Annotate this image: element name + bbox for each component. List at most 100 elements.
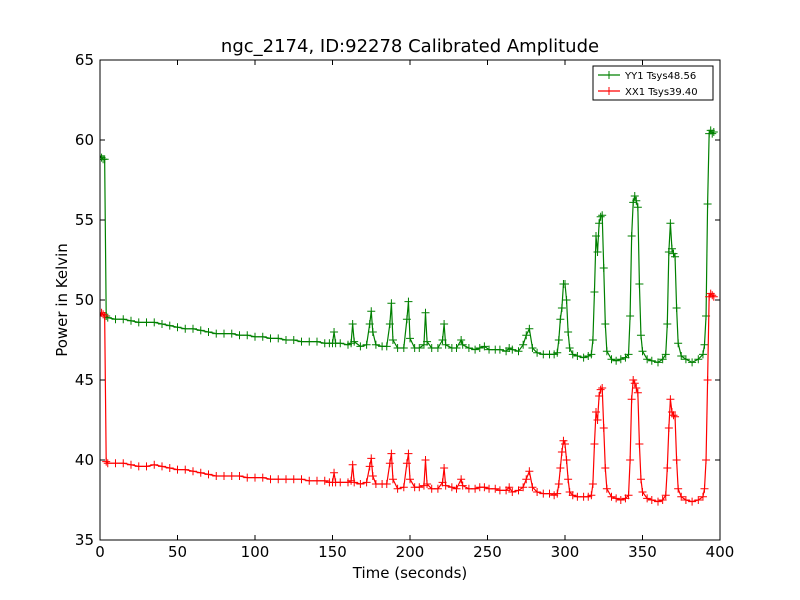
data-point-marker [601, 464, 610, 472]
data-point-marker [119, 459, 128, 468]
data-point-marker [491, 484, 500, 493]
data-point-marker [698, 492, 707, 501]
data-point-marker [258, 473, 267, 482]
data-point-marker [447, 483, 456, 492]
data-point-marker [423, 337, 432, 346]
data-point-marker [457, 336, 466, 344]
data-point-marker [557, 304, 566, 312]
data-point-marker [599, 424, 608, 432]
data-point-marker [643, 355, 652, 364]
data-point-marker [698, 350, 707, 359]
data-point-marker [165, 321, 174, 330]
data-point-marker [602, 484, 611, 493]
y-tick-label: 55 [75, 211, 94, 229]
data-point-marker [565, 344, 574, 352]
data-point-marker [204, 328, 213, 336]
y-tick-label: 40 [75, 451, 94, 469]
x-tick-label: 0 [95, 543, 105, 561]
data-point-marker [561, 440, 569, 448]
data-point-marker [556, 315, 565, 324]
data-point-marker [666, 395, 675, 404]
data-point-marker [251, 332, 259, 341]
data-point-marker [553, 489, 562, 498]
data-point-marker [525, 324, 534, 333]
data-point-marker [593, 248, 602, 256]
data-point-marker [204, 470, 213, 479]
data-point-marker [406, 334, 414, 343]
data-point-marker [189, 324, 197, 333]
data-point-marker [421, 308, 430, 317]
data-point-marker [158, 462, 166, 471]
data-point-marker [189, 467, 197, 476]
legend: YY1 Tsys48.56 XX1 Tsys39.40 [592, 65, 714, 101]
data-point-marker [111, 315, 120, 324]
data-point-marker [522, 331, 531, 340]
data-point-marker [590, 288, 599, 296]
data-point-marker [596, 385, 605, 394]
data-point-marker [626, 456, 635, 464]
data-point-marker [362, 478, 371, 487]
data-point-marker [243, 331, 252, 340]
data-point-marker [181, 324, 190, 333]
data-point-marker [348, 460, 357, 469]
data-point-marker [367, 307, 376, 316]
data-point-marker [402, 459, 411, 468]
data-point-marker [669, 411, 678, 420]
data-point-marker [588, 480, 597, 488]
data-point-marker [350, 337, 359, 346]
data-point-marker [336, 339, 345, 348]
y-tick-label: 50 [75, 291, 94, 309]
x-tick-label: 400 [706, 543, 735, 561]
data-point-marker [393, 484, 402, 493]
data-point-marker [480, 483, 489, 492]
data-point-marker [196, 468, 205, 477]
data-point-marker [305, 337, 314, 346]
data-point-marker [458, 340, 467, 349]
data-point-marker [661, 491, 670, 500]
data-point-marker [471, 484, 480, 493]
data-point-marker [598, 211, 607, 220]
data-point-marker [598, 384, 607, 392]
data-point-marker [658, 355, 667, 364]
data-point-marker [688, 497, 697, 506]
data-point-marker [330, 468, 339, 477]
data-point-marker [368, 472, 377, 480]
data-point-marker [382, 480, 391, 488]
data-point-marker [624, 350, 633, 359]
data-point-marker [681, 496, 690, 504]
data-point-marker [365, 462, 374, 471]
data-point-marker [243, 473, 252, 482]
data-point-marker [647, 496, 656, 504]
data-point-marker [525, 467, 534, 476]
data-point-marker [227, 329, 236, 338]
data-point-marker [235, 331, 244, 340]
data-point-marker [438, 336, 447, 344]
data-point-marker [592, 408, 600, 416]
x-tick-label: 150 [318, 543, 347, 561]
data-point-marker [480, 342, 489, 351]
data-point-marker [663, 320, 672, 328]
legend-marker [605, 87, 613, 95]
data-point-marker [612, 356, 621, 365]
data-point-marker [134, 462, 143, 471]
y-tick-label: 65 [75, 51, 94, 69]
data-point-marker [654, 358, 662, 367]
series-xx1 [100, 289, 718, 506]
data-point-marker [514, 486, 523, 495]
data-point-marker [599, 264, 608, 272]
data-point-marker [440, 464, 449, 472]
data-point-marker [557, 448, 566, 456]
data-point-marker [441, 340, 450, 349]
data-point-marker [702, 456, 711, 464]
data-point-marker [388, 475, 397, 484]
data-point-marker [635, 440, 644, 448]
data-point-marker [399, 344, 408, 352]
data-point-marker [385, 320, 394, 328]
data-point-marker [297, 337, 306, 346]
legend-label: XX1 Tsys39.40 [625, 87, 698, 98]
data-point-marker [127, 460, 135, 469]
y-tick-label: 45 [75, 371, 94, 389]
data-point-marker [385, 459, 394, 468]
data-point-marker [703, 200, 712, 208]
data-point-marker [251, 473, 259, 482]
